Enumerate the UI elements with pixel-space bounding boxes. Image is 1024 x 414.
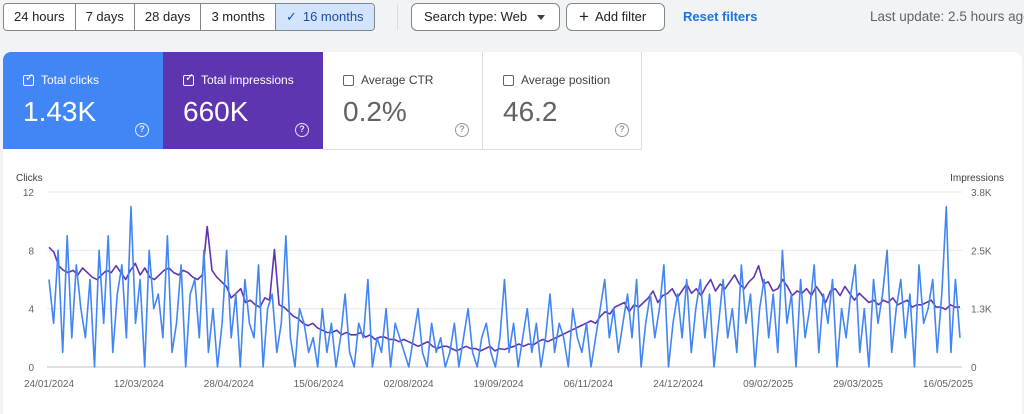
reset-filters-link[interactable]: Reset filters [683, 9, 758, 24]
check-icon: ✓ [185, 72, 195, 84]
metric-value: 0.2% [343, 96, 407, 127]
plus-icon: + [579, 7, 589, 26]
x-tick-label: 06/11/2024 [564, 379, 614, 390]
checkbox-icon[interactable]: ✓ [23, 72, 35, 86]
range-16-months[interactable]: ✓ 16 months [275, 4, 374, 30]
metric-card-ctr[interactable]: Average CTR 0.2% ? [323, 52, 483, 149]
metric-card-position[interactable]: Average position 46.2 ? [483, 52, 642, 149]
left-tick-label: 0 [28, 363, 34, 374]
x-tick-label: 28/04/2024 [204, 379, 254, 390]
metric-value: 1.43K [23, 96, 97, 127]
x-tick-label: 19/09/2024 [473, 379, 523, 390]
x-tick-label: 02/08/2024 [384, 379, 434, 390]
left-axis-title: Clicks [16, 173, 43, 184]
metric-value: 46.2 [503, 96, 558, 127]
right-tick-label: 3.8K [971, 188, 992, 199]
range-28-days[interactable]: 28 days [134, 4, 202, 30]
left-tick-label: 12 [23, 188, 35, 199]
right-axis-title: Impressions [950, 173, 1004, 184]
x-tick-label: 29/03/2025 [833, 379, 883, 390]
metric-label: Average position [521, 73, 611, 87]
help-icon[interactable]: ? [615, 123, 629, 137]
series-line-clicks [48, 205, 961, 368]
last-update-text: Last update: 2.5 hours ago [870, 9, 1024, 24]
help-icon[interactable]: ? [295, 123, 309, 137]
right-tick-label: 1.3K [971, 305, 992, 316]
add-filter-button[interactable]: + Add filter [566, 3, 665, 31]
help-icon[interactable]: ? [135, 123, 149, 137]
metric-label: Average CTR [361, 73, 434, 87]
metric-label: Total clicks [41, 73, 100, 87]
checkbox-icon[interactable] [343, 75, 354, 86]
toolbar-divider [397, 4, 398, 30]
left-tick-label: 4 [28, 305, 34, 316]
right-tick-label: 2.5K [971, 246, 992, 257]
range-24-hours[interactable]: 24 hours [4, 4, 76, 30]
performance-panel: ✓ Total clicks 1.43K ? ✓ Total impressio… [3, 52, 1022, 414]
cards-divider [323, 149, 642, 150]
metric-value: 660K [183, 96, 249, 127]
search-type-dropdown[interactable]: Search type: Web [411, 3, 560, 31]
x-tick-label: 16/05/2025 [923, 379, 973, 390]
right-tick-label: 0 [971, 363, 977, 374]
range-7-days[interactable]: 7 days [75, 4, 135, 30]
search-type-label: Search type: Web [424, 9, 528, 24]
x-tick-label: 12/03/2024 [114, 379, 164, 390]
dropdown-arrow-icon [537, 15, 546, 21]
date-range-selector: 24 hours 7 days 28 days 3 months ✓ 16 mon… [3, 3, 375, 31]
check-icon: ✓ [285, 9, 297, 24]
x-tick-label: 24/01/2024 [24, 379, 74, 390]
checkbox-icon[interactable]: ✓ [183, 72, 195, 86]
checkbox-icon[interactable] [503, 75, 514, 86]
check-icon: ✓ [25, 72, 35, 84]
series-line-impressions [48, 225, 960, 352]
left-tick-label: 8 [28, 246, 34, 257]
x-tick-label: 24/12/2024 [653, 379, 703, 390]
performance-chart[interactable]: Clicks Impressions 12 3.8K 8 2.5K 4 1.3K 0 0 24/01… [0, 168, 1024, 398]
x-tick-label: 09/02/2025 [743, 379, 793, 390]
range-3-months[interactable]: 3 months [201, 4, 276, 30]
metric-card-impressions[interactable]: ✓ Total impressions 660K ? [163, 52, 323, 149]
add-filter-label: Add filter [594, 9, 647, 24]
metric-card-clicks[interactable]: ✓ Total clicks 1.43K ? [3, 52, 163, 149]
range-16-months-label: 16 months [302, 9, 364, 24]
toolbar: 24 hours 7 days 28 days 3 months ✓ 16 mon… [0, 0, 1024, 34]
help-icon[interactable]: ? [455, 123, 469, 137]
x-tick-label: 15/06/2024 [294, 379, 344, 390]
metric-label: Total impressions [201, 73, 294, 87]
